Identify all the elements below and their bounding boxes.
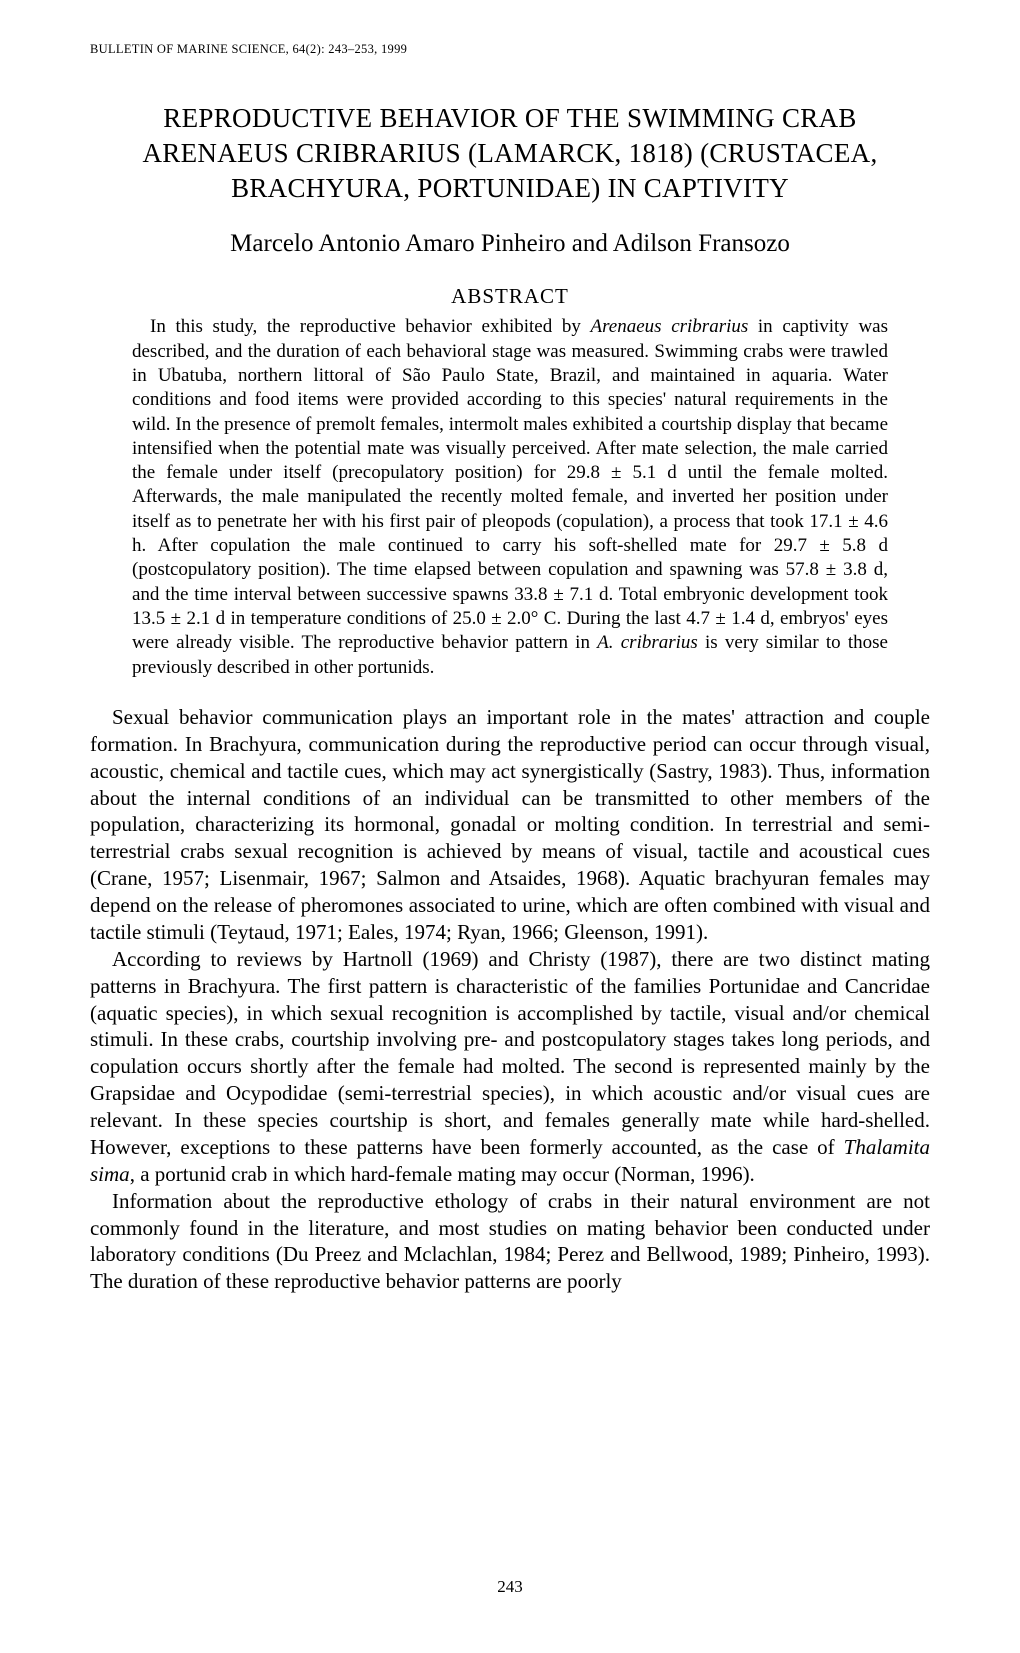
journal-header: BULLETIN OF MARINE SCIENCE, 64(2): 243–2… [90, 42, 930, 57]
title-line-1: REPRODUCTIVE BEHAVIOR OF THE SWIMMING CR… [90, 101, 930, 136]
abstract-part-b: in captivity was described, and the dura… [132, 316, 888, 653]
body-p2-part-a: According to reviews by Hartnoll (1969) … [90, 947, 930, 1159]
authors: Marcelo Antonio Amaro Pinheiro and Adils… [90, 230, 930, 258]
abstract-species-1: Arenaeus cribrarius [591, 316, 749, 337]
abstract-heading: ABSTRACT [90, 284, 930, 309]
page-number: 243 [90, 1577, 930, 1597]
title-line-2: ARENAEUS CRIBRARIUS (LAMARCK, 1818) (CRU… [90, 136, 930, 171]
abstract-text: In this study, the reproductive behavior… [90, 315, 930, 680]
body-p2-part-b: , a portunid crab in which hard-female m… [130, 1162, 755, 1186]
abstract-part-a: In this study, the reproductive behavior… [150, 316, 591, 337]
body-paragraph-2: According to reviews by Hartnoll (1969) … [90, 946, 930, 1188]
paper-title: REPRODUCTIVE BEHAVIOR OF THE SWIMMING CR… [90, 101, 930, 206]
body-paragraph-3: Information about the reproductive ethol… [90, 1188, 930, 1296]
page-container: BULLETIN OF MARINE SCIENCE, 64(2): 243–2… [90, 42, 930, 1623]
abstract-species-2: A. cribrarius [597, 632, 698, 653]
title-line-3: BRACHYURA, PORTUNIDAE) IN CAPTIVITY [90, 171, 930, 206]
body-paragraph-1: Sexual behavior communication plays an i… [90, 704, 930, 946]
